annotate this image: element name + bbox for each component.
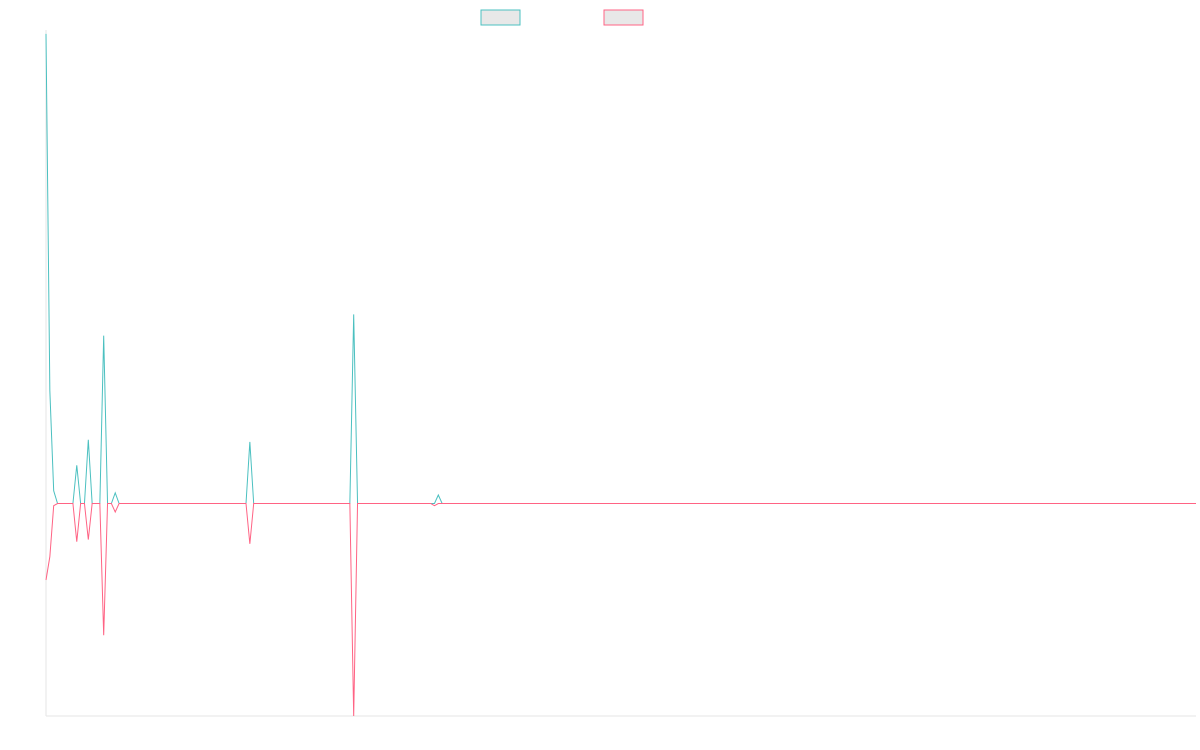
legend-item-series-2[interactable] (603, 9, 644, 26)
legend-swatch-series-1[interactable] (480, 9, 521, 26)
series-line-1 (45, 33, 1196, 504)
plot-lines (45, 33, 1196, 717)
series-line-2 (45, 503, 1196, 717)
chart-legend (480, 9, 644, 26)
legend-item-series-1[interactable] (480, 9, 521, 26)
chart-axes (45, 30, 1196, 717)
legend-swatch-series-2[interactable] (603, 9, 644, 26)
